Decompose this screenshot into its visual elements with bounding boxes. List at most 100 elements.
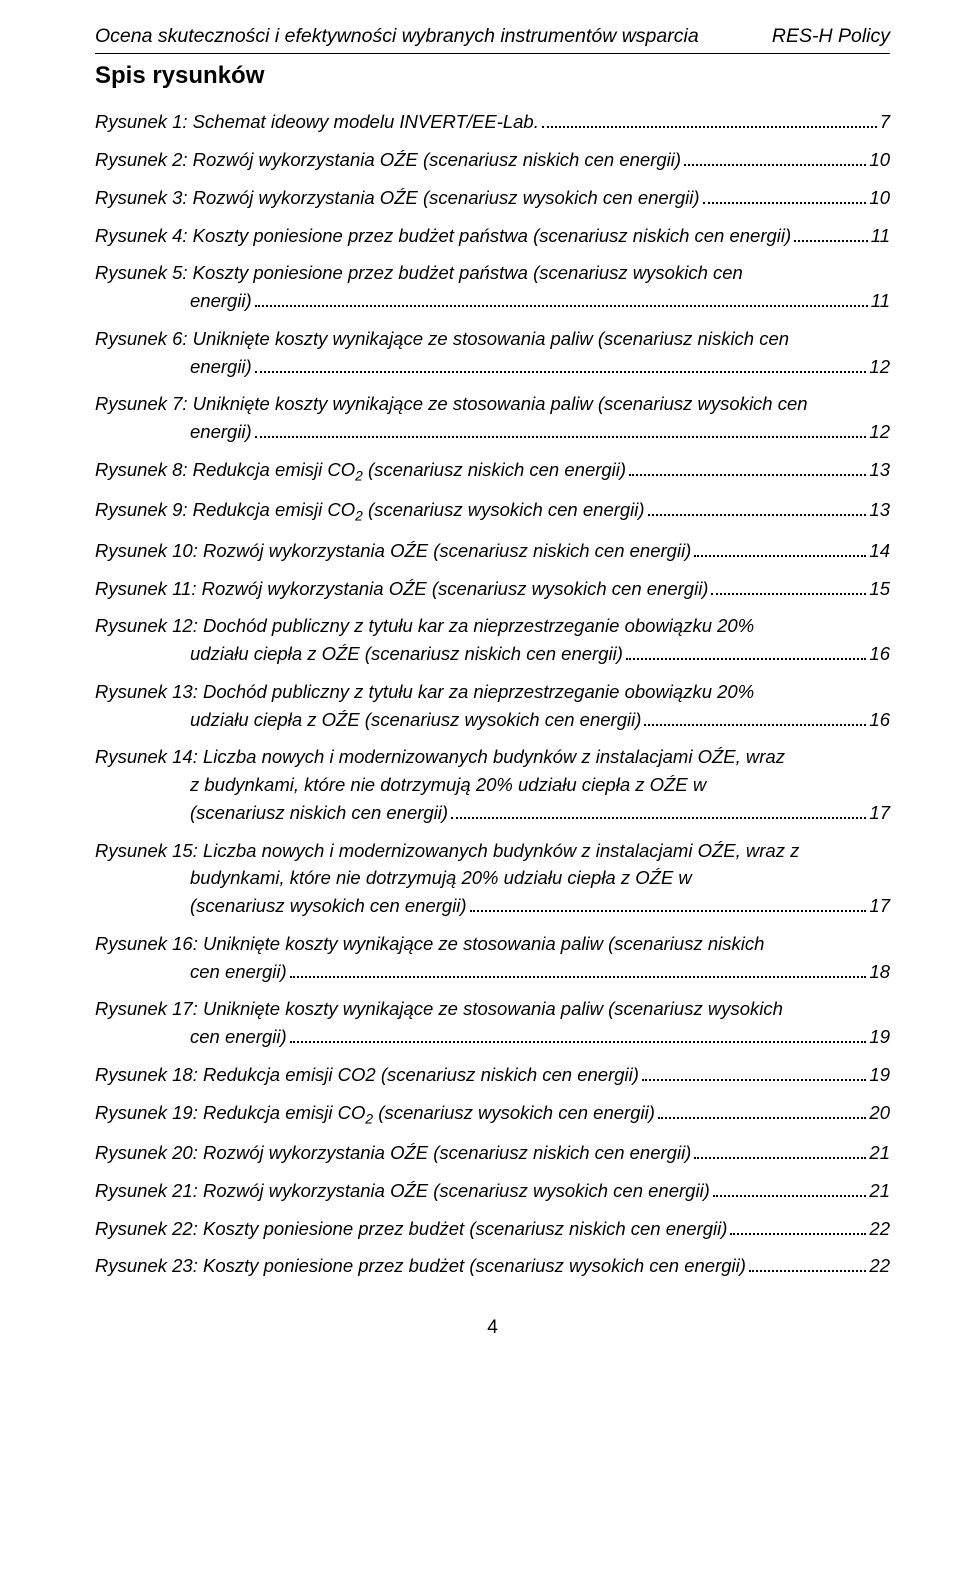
toc-line: udziału ciepła z OŹE (scenariusz niskich… xyxy=(95,640,890,668)
toc-page-number: 19 xyxy=(869,1023,890,1051)
section-title: Spis rysunków xyxy=(95,58,890,94)
toc-page-number: 12 xyxy=(869,353,890,381)
toc-line: Rysunek 23: Koszty poniesione przez budż… xyxy=(95,1252,890,1280)
toc-line: budynkami, które nie dotrzymują 20% udzi… xyxy=(95,864,890,892)
toc-text: budynkami, które nie dotrzymują 20% udzi… xyxy=(190,864,692,892)
toc-leader-dots xyxy=(794,230,868,241)
toc-entry: Rysunek 4: Koszty poniesione przez budże… xyxy=(95,222,890,250)
toc-line: Rysunek 9: Redukcja emisji CO2 (scenariu… xyxy=(95,496,890,527)
toc-text: Rysunek 10: Rozwój wykorzystania OŹE (sc… xyxy=(95,537,691,565)
toc-text: Rysunek 3: Rozwój wykorzystania OŹE (sce… xyxy=(95,184,700,212)
toc-line: Rysunek 1: Schemat ideowy modelu INVERT/… xyxy=(95,108,890,136)
toc-line: cen energii) 19 xyxy=(95,1023,890,1051)
toc-line: Rysunek 14: Liczba nowych i modernizowan… xyxy=(95,743,890,771)
page-header: Ocena skuteczności i efektywności wybran… xyxy=(95,22,890,51)
toc-page-number: 14 xyxy=(869,537,890,565)
toc-line: (scenariusz niskich cen energii) 17 xyxy=(95,799,890,827)
toc-entry: Rysunek 8: Redukcja emisji CO2 (scenariu… xyxy=(95,456,890,487)
toc-leader-dots xyxy=(730,1223,866,1234)
toc-entry: Rysunek 12: Dochód publiczny z tytułu ka… xyxy=(95,612,890,668)
toc-text: z budynkami, które nie dotrzymują 20% ud… xyxy=(190,771,706,799)
toc-entry: Rysunek 22: Koszty poniesione przez budż… xyxy=(95,1215,890,1243)
toc-line: Rysunek 6: Uniknięte koszty wynikające z… xyxy=(95,325,890,353)
toc-leader-dots xyxy=(451,808,866,819)
toc-leader-dots xyxy=(290,966,867,977)
toc-entry: Rysunek 15: Liczba nowych i modernizowan… xyxy=(95,837,890,920)
toc-text: Rysunek 23: Koszty poniesione przez budż… xyxy=(95,1252,746,1280)
toc-leader-dots xyxy=(703,193,867,204)
page-number: 4 xyxy=(95,1314,890,1343)
toc-line: Rysunek 15: Liczba nowych i modernizowan… xyxy=(95,837,890,865)
toc-line: z budynkami, które nie dotrzymują 20% ud… xyxy=(95,771,890,799)
toc-line: Rysunek 5: Koszty poniesione przez budże… xyxy=(95,259,890,287)
toc-text: Rysunek 2: Rozwój wykorzystania OŹE (sce… xyxy=(95,146,681,174)
toc-line: Rysunek 3: Rozwój wykorzystania OŹE (sce… xyxy=(95,184,890,212)
toc-page-number: 17 xyxy=(869,892,890,920)
toc-line: udziału ciepła z OŹE (scenariusz wysokic… xyxy=(95,706,890,734)
header-left: Ocena skuteczności i efektywności wybran… xyxy=(95,22,699,51)
toc-page-number: 18 xyxy=(869,958,890,986)
toc-entry: Rysunek 10: Rozwój wykorzystania OŹE (sc… xyxy=(95,537,890,565)
toc-text: Rysunek 21: Rozwój wykorzystania OŹE (sc… xyxy=(95,1177,710,1205)
toc-line: Rysunek 22: Koszty poniesione przez budż… xyxy=(95,1215,890,1243)
toc-text: Rysunek 20: Rozwój wykorzystania OŹE (sc… xyxy=(95,1139,691,1167)
toc-text: Rysunek 1: Schemat ideowy modelu INVERT/… xyxy=(95,108,539,136)
toc-text: cen energii) xyxy=(190,1023,287,1051)
toc-line: Rysunek 19: Redukcja emisji CO2 (scenari… xyxy=(95,1099,890,1130)
toc-page-number: 7 xyxy=(880,108,890,136)
toc-line: Rysunek 12: Dochód publiczny z tytułu ka… xyxy=(95,612,890,640)
toc-entry: Rysunek 3: Rozwój wykorzystania OŹE (sce… xyxy=(95,184,890,212)
toc-text: energii) xyxy=(190,287,252,315)
toc-page-number: 13 xyxy=(869,496,890,524)
toc-entry: Rysunek 23: Koszty poniesione przez budż… xyxy=(95,1252,890,1280)
toc-line: Rysunek 17: Uniknięte koszty wynikające … xyxy=(95,995,890,1023)
toc-text: Rysunek 7: Uniknięte koszty wynikające z… xyxy=(95,390,808,418)
toc-leader-dots xyxy=(694,1148,866,1159)
toc-line: Rysunek 10: Rozwój wykorzystania OŹE (sc… xyxy=(95,537,890,565)
toc-text: (scenariusz niskich cen energii) xyxy=(190,799,448,827)
toc-entry: Rysunek 17: Uniknięte koszty wynikające … xyxy=(95,995,890,1051)
toc-line: energii) 12 xyxy=(95,353,890,381)
toc-text: Rysunek 5: Koszty poniesione przez budże… xyxy=(95,259,743,287)
toc-page-number: 12 xyxy=(869,418,890,446)
toc-leader-dots xyxy=(658,1107,867,1118)
toc-leader-dots xyxy=(694,546,866,557)
toc-page-number: 22 xyxy=(869,1215,890,1243)
toc-leader-dots xyxy=(542,117,877,128)
toc-leader-dots xyxy=(713,1186,867,1197)
toc-leader-dots xyxy=(470,901,867,912)
toc-entry: Rysunek 7: Uniknięte koszty wynikające z… xyxy=(95,390,890,446)
toc-line: Rysunek 20: Rozwój wykorzystania OŹE (sc… xyxy=(95,1139,890,1167)
toc-text: Rysunek 4: Koszty poniesione przez budże… xyxy=(95,222,791,250)
toc-leader-dots xyxy=(644,714,866,725)
toc-entry: Rysunek 21: Rozwój wykorzystania OŹE (sc… xyxy=(95,1177,890,1205)
toc-text: Rysunek 14: Liczba nowych i modernizowan… xyxy=(95,743,785,771)
toc-text: energii) xyxy=(190,353,252,381)
toc-entry: Rysunek 14: Liczba nowych i modernizowan… xyxy=(95,743,890,826)
toc-page-number: 22 xyxy=(869,1252,890,1280)
toc-text: Rysunek 6: Uniknięte koszty wynikające z… xyxy=(95,325,789,353)
toc-line: Rysunek 4: Koszty poniesione przez budże… xyxy=(95,222,890,250)
toc-text: Rysunek 22: Koszty poniesione przez budż… xyxy=(95,1215,727,1243)
toc-entry: Rysunek 20: Rozwój wykorzystania OŹE (sc… xyxy=(95,1139,890,1167)
toc-page-number: 15 xyxy=(869,575,890,603)
toc-page-number: 16 xyxy=(869,706,890,734)
toc-page-number: 20 xyxy=(869,1099,890,1127)
toc-page-number: 11 xyxy=(871,222,890,250)
toc-leader-dots xyxy=(711,583,866,594)
toc-entry: Rysunek 2: Rozwój wykorzystania OŹE (sce… xyxy=(95,146,890,174)
toc-line: Rysunek 8: Redukcja emisji CO2 (scenariu… xyxy=(95,456,890,487)
toc-text: Rysunek 17: Uniknięte koszty wynikające … xyxy=(95,995,783,1023)
toc-leader-dots xyxy=(684,155,866,166)
toc-line: Rysunek 18: Redukcja emisji CO2 (scenari… xyxy=(95,1061,890,1089)
toc-line: Rysunek 11: Rozwój wykorzystania OŹE (sc… xyxy=(95,575,890,603)
toc-line: Rysunek 21: Rozwój wykorzystania OŹE (sc… xyxy=(95,1177,890,1205)
toc-page-number: 10 xyxy=(869,184,890,212)
toc-entry: Rysunek 11: Rozwój wykorzystania OŹE (sc… xyxy=(95,575,890,603)
header-underline xyxy=(95,53,890,54)
toc-text: Rysunek 18: Redukcja emisji CO2 (scenari… xyxy=(95,1061,639,1089)
toc-page-number: 10 xyxy=(869,146,890,174)
toc-line: Rysunek 7: Uniknięte koszty wynikające z… xyxy=(95,390,890,418)
toc-entry: Rysunek 16: Uniknięte koszty wynikające … xyxy=(95,930,890,986)
toc-text: Rysunek 15: Liczba nowych i modernizowan… xyxy=(95,837,799,865)
